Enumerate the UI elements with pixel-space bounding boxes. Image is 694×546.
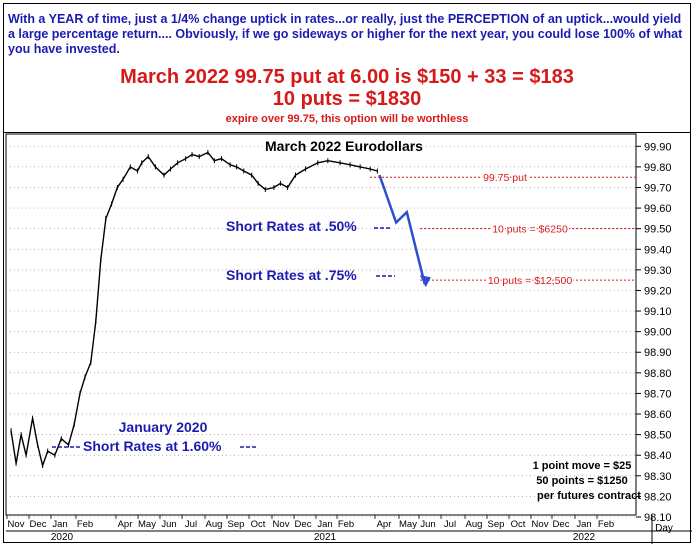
y-tick-label: 99.20 (644, 285, 672, 297)
month-label: Feb (77, 519, 93, 530)
y-tick-label: 99.70 (644, 182, 672, 194)
month-label: Jun (420, 519, 435, 530)
month-label: Jul (185, 519, 197, 530)
y-tick-label: 99.90 (644, 141, 672, 153)
month-label: May (138, 519, 156, 530)
month-label: Jul (444, 519, 456, 530)
month-label: Aug (206, 519, 223, 530)
month-label: May (399, 519, 417, 530)
target-label: 99.75 put (483, 172, 527, 184)
y-tick-label: 98.40 (644, 450, 672, 462)
month-label: Feb (598, 519, 614, 530)
month-label: Jan (576, 519, 591, 530)
year-label: 2021 (314, 532, 337, 543)
month-label: Nov (532, 519, 549, 530)
y-tick-label: 98.90 (644, 347, 672, 359)
y-tick-label: 98.70 (644, 388, 672, 400)
month-label: Sep (488, 519, 505, 530)
month-label: Nov (273, 519, 290, 530)
target-label: 10 puts = $12,500 (488, 275, 573, 287)
y-tick-label: 98.50 (644, 430, 672, 442)
january-2020-label: January 2020 (119, 419, 208, 435)
contract-note-2: 50 points = $1250 (536, 475, 627, 487)
short-rate-label-160: Short Rates at 1.60% (83, 438, 222, 454)
y-tick-label: 99.80 (644, 162, 672, 174)
year-label: 2022 (573, 532, 596, 543)
month-label: Oct (251, 519, 266, 530)
header-panel (4, 4, 690, 133)
y-tick-label: 98.60 (644, 409, 672, 421)
y-tick-label: 98.80 (644, 368, 672, 380)
month-label: Feb (338, 519, 354, 530)
year-label: 2020 (51, 532, 74, 543)
chart-title: March 2022 Eurodollars (265, 138, 423, 154)
y-tick-label: 99.60 (644, 203, 672, 215)
y-tick-label: 98.10 (644, 512, 672, 524)
x-unit-label: Day (655, 523, 673, 534)
headline-line2: 10 puts = $1830 (272, 88, 422, 110)
chart-frame (3, 3, 691, 543)
month-label: Dec (295, 519, 312, 530)
short-rate-label-50: Short Rates at .50% (226, 218, 357, 234)
plot-area (5, 133, 637, 516)
month-label: Jun (161, 519, 176, 530)
y-tick-label: 99.50 (644, 224, 672, 236)
short-rate-label-75: Short Rates at .75% (226, 267, 357, 283)
headline-line1: March 2022 99.75 put at 6.00 is $150 + 3… (120, 66, 574, 88)
y-tick-label: 99.00 (644, 327, 672, 339)
projection-path (378, 174, 427, 285)
month-label: Dec (30, 519, 47, 530)
month-label: Aug (466, 519, 483, 530)
y-tick-label: 99.40 (644, 244, 672, 256)
intro-text: With a YEAR of time, just a 1/4% change … (8, 12, 683, 56)
y-tick-label: 98.20 (644, 491, 672, 503)
contract-note-3: per futures contract (537, 490, 641, 502)
projection-arrowhead (419, 275, 431, 288)
y-tick-label: 98.30 (644, 471, 672, 483)
month-label: Apr (118, 519, 133, 530)
month-label: Sep (228, 519, 245, 530)
month-label: Jan (52, 519, 67, 530)
y-tick-label: 99.30 (644, 265, 672, 277)
month-label: Dec (553, 519, 570, 530)
target-label: 10 puts = $6250 (492, 224, 568, 236)
contract-note-1: 1 point move = $25 (533, 460, 632, 472)
month-label: Oct (511, 519, 526, 530)
y-tick-label: 99.10 (644, 306, 672, 318)
month-label: Apr (377, 519, 392, 530)
expire-note: expire over 99.75, this option will be w… (225, 113, 469, 125)
month-label: Jan (317, 519, 332, 530)
month-label: Nov (8, 519, 25, 530)
